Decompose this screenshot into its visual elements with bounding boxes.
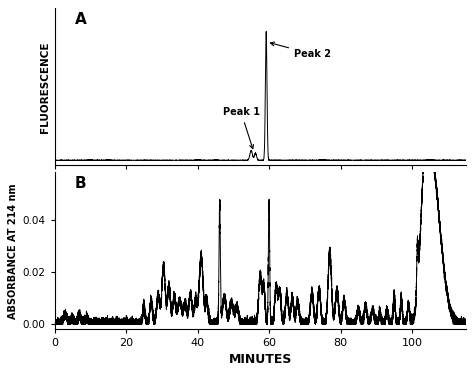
- Text: A: A: [75, 12, 87, 27]
- Text: B: B: [75, 176, 87, 191]
- Y-axis label: ABSORBANCE AT 214 nm: ABSORBANCE AT 214 nm: [9, 183, 18, 319]
- Y-axis label: FLUORESCENCE: FLUORESCENCE: [40, 41, 50, 133]
- Text: Peak 2: Peak 2: [270, 42, 331, 59]
- Text: Peak 1: Peak 1: [223, 107, 260, 149]
- X-axis label: MINUTES: MINUTES: [228, 353, 292, 366]
